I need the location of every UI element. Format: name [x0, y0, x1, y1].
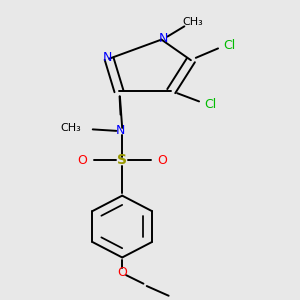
Text: N: N	[103, 51, 112, 64]
Text: O: O	[117, 266, 127, 279]
Text: O: O	[77, 154, 87, 167]
Text: CH₃: CH₃	[182, 17, 203, 27]
Text: N: N	[116, 124, 125, 137]
Text: Cl: Cl	[204, 98, 217, 111]
Text: S: S	[117, 153, 127, 167]
Text: Cl: Cl	[223, 39, 235, 52]
Text: CH₃: CH₃	[61, 123, 81, 133]
Text: N: N	[158, 32, 168, 45]
Text: O: O	[158, 154, 167, 167]
